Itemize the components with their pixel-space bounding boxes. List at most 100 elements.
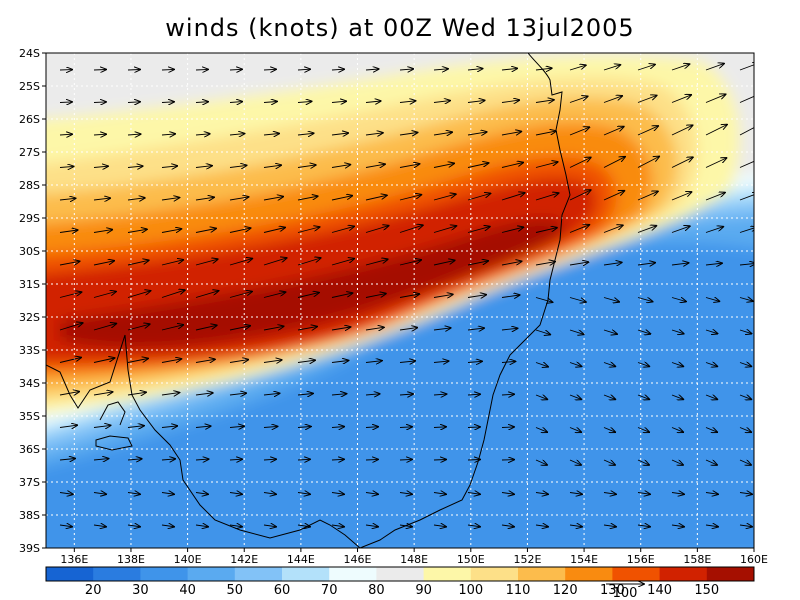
wind-vector-arrow	[535, 395, 547, 399]
wind-vector-arrow	[263, 326, 284, 331]
wind-vector-arrow	[195, 229, 216, 233]
lat-label: 27S	[19, 146, 40, 159]
wind-vector-arrow	[705, 493, 718, 495]
wind-vector-arrow	[263, 165, 281, 167]
wind-vector-arrow	[705, 330, 717, 334]
wind-vector-arrow	[433, 394, 446, 395]
wind-vector-arrow	[297, 459, 310, 460]
lon-label: 136E	[60, 553, 88, 566]
coastline	[359, 53, 571, 548]
wind-vector-arrow	[739, 193, 754, 201]
wind-vector-arrow	[501, 295, 520, 298]
wind-vector-arrow	[399, 195, 421, 201]
wind-vector-arrow	[399, 294, 419, 298]
wind-vector-arrow	[433, 294, 453, 297]
wind-vector-arrow	[297, 394, 313, 396]
wind-vector-arrow	[195, 426, 211, 427]
colorbar-label: 100	[458, 583, 483, 598]
wind-vector-arrow	[195, 102, 208, 103]
colorbar	[45, 566, 755, 582]
wind-vector-arrow	[705, 64, 724, 71]
wind-vector-arrow	[535, 131, 556, 136]
colorbar-label: 40	[179, 583, 196, 598]
wind-vector-arrow	[467, 132, 487, 135]
wind-vector-arrow	[569, 190, 591, 201]
wind-vector-arrow	[569, 262, 588, 265]
wind-vector-arrow	[263, 197, 283, 200]
latitude-labels: 24S 25S 26S 27S 28S 29S 30S 31S 32S 33S 34S 35S 36S 3…	[19, 47, 46, 555]
lon-label: 156E	[627, 553, 655, 566]
wind-vector-arrow	[535, 68, 552, 70]
wind-vector-arrow	[603, 157, 625, 168]
wind-vector-arrow	[637, 226, 656, 233]
wind-vector-arrow	[331, 327, 350, 330]
wind-vector-arrow	[93, 102, 106, 103]
wind-vector-arrow	[297, 133, 314, 135]
wind-vector-arrow	[739, 127, 754, 136]
wind-vector-arrow	[671, 64, 689, 71]
graticule	[46, 53, 754, 548]
wind-vector-arrow	[467, 493, 480, 495]
wind-vector-arrow	[229, 326, 250, 331]
wind-vector-arrow	[297, 165, 316, 168]
wind-vector-arrow	[93, 292, 116, 298]
wind-vector-arrow	[535, 262, 555, 265]
wind-vector-arrow	[127, 260, 149, 266]
colorbar-label: 50	[227, 583, 244, 598]
wind-vector-arrow	[671, 459, 683, 465]
wind-vector-arrow	[331, 226, 354, 233]
wind-vector-arrow	[127, 493, 140, 495]
wind-vector-arrow	[739, 428, 751, 433]
wind-vector-arrow	[365, 459, 378, 460]
colorbar-swatch	[470, 567, 519, 581]
wind-vector-arrow	[603, 96, 622, 103]
wind-vector-arrow	[671, 330, 684, 334]
wind-vector-arrow	[671, 95, 691, 103]
wind-vector-arrow	[263, 292, 285, 298]
colorbar-labels: 20 30 40 50 60 70 80 90 100 110 120 130 140 150	[85, 583, 719, 598]
wind-vector-arrow	[433, 163, 454, 168]
wind-vector-arrow	[739, 298, 753, 302]
wind-vector-arrow	[467, 427, 480, 428]
wind-vector-arrow	[263, 102, 277, 103]
wind-vector-arrow	[365, 195, 387, 201]
wind-vector-arrow	[195, 134, 210, 135]
colorbar-label: 130	[600, 583, 625, 598]
colorbar-label: 120	[553, 583, 578, 598]
wind-vector-arrow	[739, 363, 751, 367]
wind-vector-arrow	[59, 392, 79, 395]
wind-vector-arrow	[433, 460, 446, 461]
wind-vector-arrow	[671, 395, 683, 399]
wind-vector-arrow	[93, 230, 112, 233]
colorbar-swatch	[565, 567, 613, 581]
lat-label: 29S	[19, 212, 40, 225]
wind-vector-arrow	[467, 328, 484, 330]
wind-vector-arrow	[331, 293, 352, 298]
colorbar-label: 110	[506, 583, 531, 598]
plot-frame	[45, 52, 755, 549]
wind-vector-arrow	[705, 459, 717, 465]
wind-vector-arrow	[637, 191, 658, 201]
wind-vector-arrow	[637, 157, 659, 168]
wind-vector-arrow	[331, 525, 344, 527]
lon-label: 160E	[740, 553, 768, 566]
colorbar-label: 150	[694, 583, 719, 598]
wind-vector-arrow	[195, 259, 218, 266]
wind-vector-arrow	[501, 100, 519, 102]
wind-vector-arrow	[195, 493, 208, 495]
wind-vector-arrow	[297, 101, 312, 102]
wind-vector-arrow	[569, 459, 581, 465]
wind-vector-arrow	[467, 261, 488, 266]
wind-vector-arrow	[365, 133, 383, 135]
colorbar-swatch	[423, 567, 472, 581]
wind-vector-arrow	[637, 459, 649, 465]
wind-vector-arrow	[93, 198, 110, 200]
lat-label: 39S	[19, 542, 40, 555]
wind-vector-arrow	[59, 292, 81, 298]
lat-label: 31S	[19, 278, 40, 291]
wind-vector-arrow	[501, 193, 525, 201]
lon-label: 148E	[400, 553, 428, 566]
lat-label: 38S	[19, 509, 40, 522]
wind-vector-arrow	[59, 525, 72, 527]
wind-vector-arrow	[501, 68, 517, 70]
